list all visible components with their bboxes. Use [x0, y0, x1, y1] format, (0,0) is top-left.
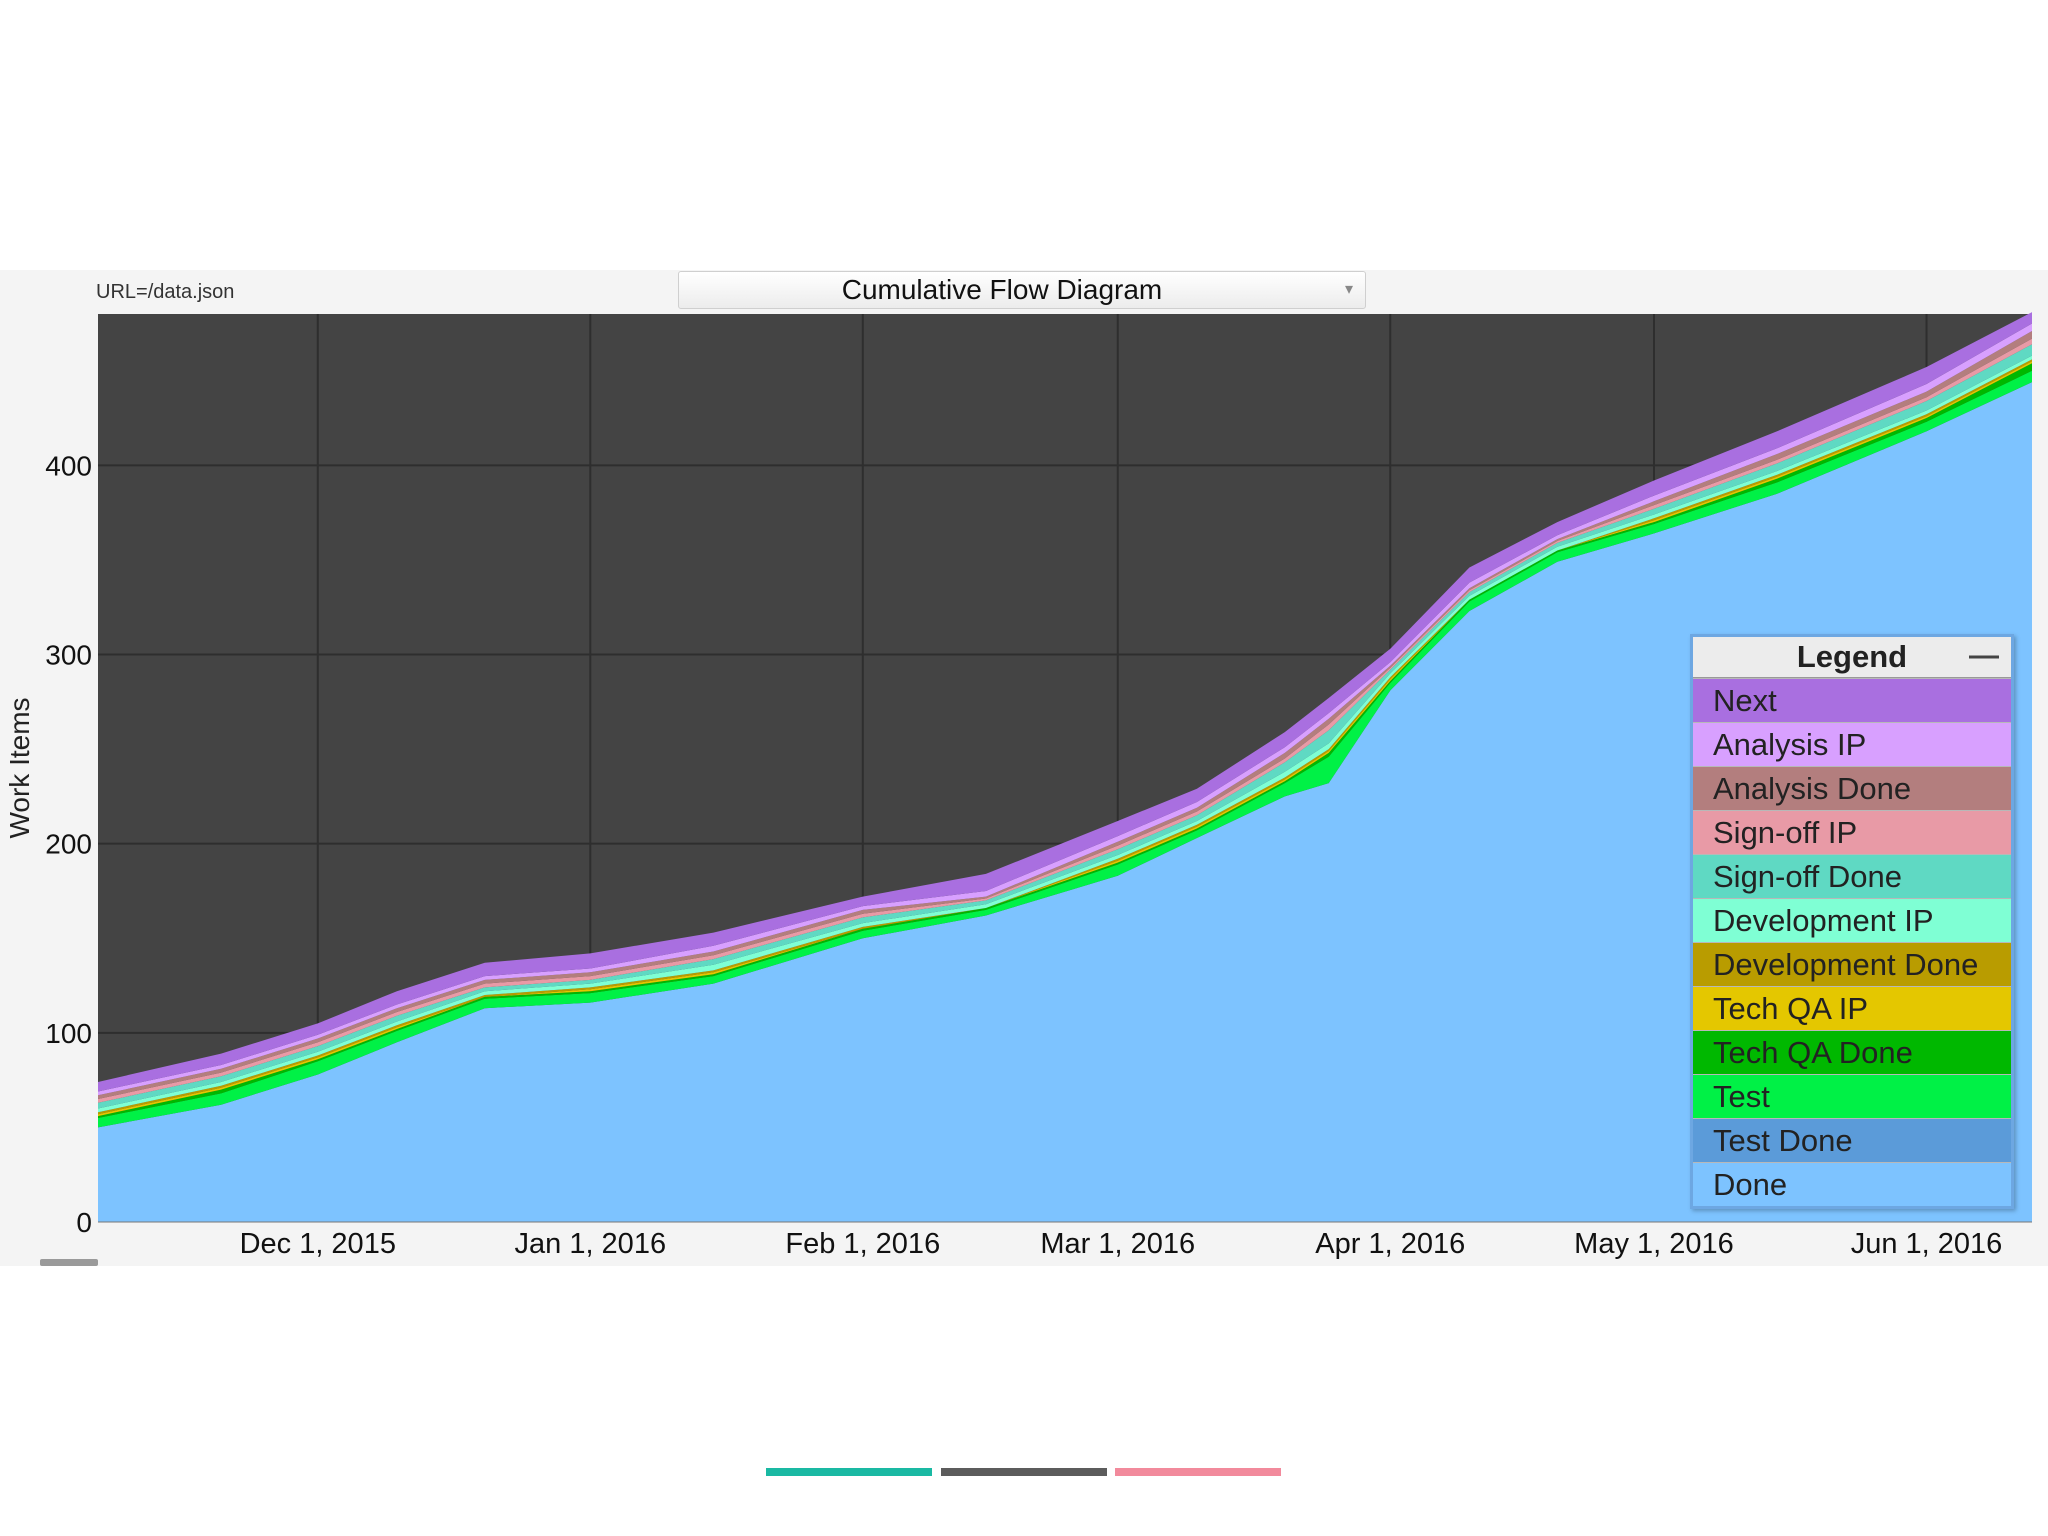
x-tick-label: Jan 1, 2016 [515, 1228, 667, 1260]
legend-item-test-done[interactable]: Test Done [1693, 1118, 2011, 1162]
legend: Legend — Next Analysis IP Analysis Done Sig… [1690, 634, 2014, 1209]
y-tick-label: 100 [45, 1018, 92, 1049]
y-tick-label: 300 [45, 640, 92, 671]
legend-item-development-done[interactable]: Development Done [1693, 942, 2011, 986]
legend-item-analysis-ip[interactable]: Analysis IP [1693, 722, 2011, 766]
y-tick-label: 0 [76, 1207, 92, 1238]
area-series-group [98, 312, 2032, 1223]
decorative-bar-teal [766, 1468, 932, 1476]
legend-item-done[interactable]: Done [1693, 1162, 2011, 1206]
legend-item-analysis-done[interactable]: Analysis Done [1693, 766, 2011, 810]
legend-item-sign-off-ip[interactable]: Sign-off IP [1693, 810, 2011, 854]
legend-title: Legend [1796, 639, 1908, 674]
legend-item-sign-off-done[interactable]: Sign-off Done [1693, 854, 2011, 898]
collapse-icon[interactable]: — [1969, 639, 1999, 672]
y-tick-label: 200 [45, 829, 92, 860]
x-tick-label: Jun 1, 2016 [1851, 1228, 2003, 1260]
legend-item-development-ip[interactable]: Development IP [1693, 898, 2011, 942]
x-tick-label: Apr 1, 2016 [1315, 1228, 1465, 1260]
legend-item-tech-qa-done[interactable]: Tech QA Done [1693, 1030, 2011, 1074]
decorative-bar-pink [1115, 1468, 1281, 1476]
decorative-bar-gray [941, 1468, 1107, 1476]
y-tick-label: 400 [45, 450, 92, 481]
x-tick-label: Feb 1, 2016 [785, 1228, 940, 1260]
series-area-done [98, 382, 2032, 1223]
legend-item-next[interactable]: Next [1693, 678, 2011, 722]
x-tick-label: Mar 1, 2016 [1040, 1228, 1195, 1260]
chevron-down-icon: ▾ [1344, 281, 1353, 298]
legend-item-list: Next Analysis IP Analysis Done Sign-off IP S… [1693, 678, 2011, 1206]
scrollbar-thumb[interactable] [40, 1259, 98, 1266]
legend-item-tech-qa-ip[interactable]: Tech QA IP [1693, 986, 2011, 1030]
chart-type-select-value: Cumulative Flow Diagram [841, 274, 1163, 305]
legend-header: Legend — [1693, 637, 2011, 678]
legend-item-test[interactable]: Test [1693, 1074, 2011, 1118]
data-source-label: URL=/data.json [96, 281, 235, 303]
x-tick-label: Dec 1, 2015 [240, 1228, 396, 1260]
x-tick-label: May 1, 2016 [1574, 1228, 1734, 1260]
chart-type-select[interactable]: Cumulative Flow Diagram ▾ [678, 271, 1366, 309]
axes: 0 100 200 300 400 Dec 1, 2015 Jan 1, 2016 Feb 1… [45, 450, 2032, 1260]
series-area-test [98, 370, 2032, 1128]
